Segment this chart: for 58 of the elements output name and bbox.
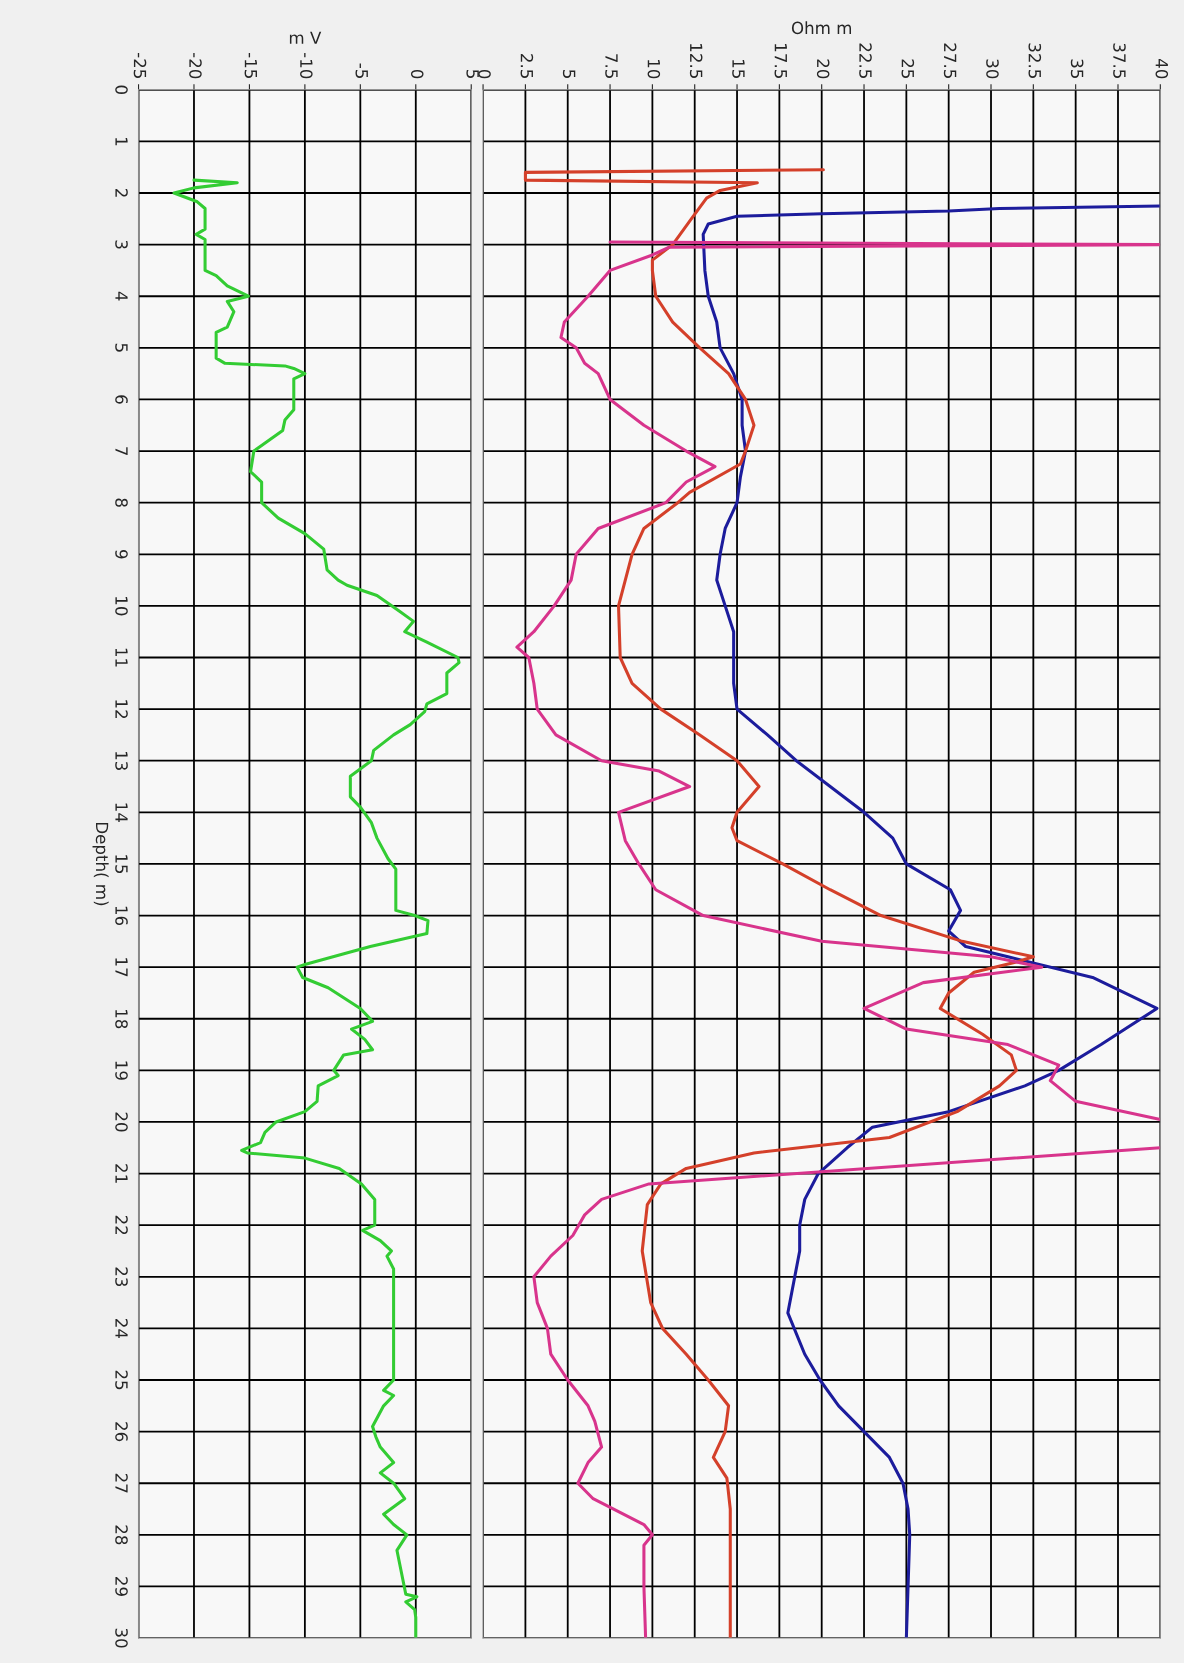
y-tick-label: 1 — [115, 137, 128, 146]
y-tick-label: 29 — [115, 1577, 128, 1596]
y-tick-label: 22 — [115, 1215, 128, 1235]
y-tick-label: 13 — [115, 751, 128, 770]
x-tick-label: -10 — [300, 52, 313, 79]
x-tick-label: 2.5 — [520, 54, 534, 78]
y-tick-label: 10 — [115, 597, 128, 616]
x-tick-label: -20 — [189, 52, 202, 79]
y-tick-label: 9 — [115, 550, 128, 559]
y-tick-label: 2 — [115, 188, 128, 197]
x-tick-label: 17.5 — [774, 44, 787, 78]
y-tick-label: 26 — [115, 1422, 128, 1442]
y-tick-label: 20 — [115, 1112, 128, 1132]
y-tick-label: 7 — [115, 447, 128, 455]
y-tick-label: 24 — [115, 1319, 128, 1339]
y-tick-label: 16 — [115, 906, 128, 926]
x-tick-label: -15 — [244, 52, 257, 78]
y-tick-label: 23 — [115, 1267, 128, 1287]
x-tick-label: 0 — [478, 69, 491, 79]
y-tick-label: 14 — [115, 803, 128, 822]
x-tick-label: 12.5 — [689, 44, 703, 78]
x-tick-label: 32.5 — [1028, 43, 1042, 78]
x-axis-title: Ohm m — [791, 21, 852, 35]
x-tick-label: -5 — [355, 63, 368, 78]
x-tick-label: 7.5 — [605, 54, 618, 78]
y-tick-label: 30 — [115, 1628, 128, 1648]
y-tick-label: 11 — [115, 648, 128, 667]
y-tick-label: 4 — [115, 291, 128, 301]
x-axis-title: m V — [289, 31, 322, 44]
y-tick-label: 0 — [115, 85, 128, 94]
x-tick-label: 35 — [1070, 59, 1084, 78]
y-tick-label: 18 — [115, 1009, 128, 1029]
x-tick-label: 27.5 — [943, 43, 957, 78]
x-tick-label: 10 — [647, 60, 661, 79]
x-tick-label: 40 — [1155, 58, 1169, 79]
y-tick-label: 12 — [115, 700, 128, 719]
y-tick-label: 15 — [115, 855, 128, 874]
x-tick-label: 0 — [410, 69, 424, 79]
y-tick-label: 28 — [115, 1525, 128, 1545]
y-tick-label: 6 — [115, 395, 128, 404]
x-tick-label: 30 — [986, 59, 999, 79]
x-tick-label: 22.5 — [859, 43, 872, 78]
x-tick-label: 5 — [562, 70, 576, 78]
x-tick-label: 25 — [901, 59, 915, 78]
y-tick-label: 19 — [115, 1061, 128, 1080]
y-tick-label: 21 — [115, 1164, 128, 1183]
y-axis-title: Depth( m) — [92, 822, 109, 906]
y-tick-label: 25 — [115, 1370, 128, 1390]
x-tick-label: -25 — [133, 52, 147, 78]
y-tick-label: 17 — [115, 958, 128, 977]
x-tick-label: 5 — [466, 70, 479, 78]
y-tick-label: 27 — [115, 1473, 128, 1493]
y-tick-label: 3 — [115, 240, 128, 249]
x-tick-label: 37.5 — [1113, 43, 1126, 78]
x-tick-label: 15 — [732, 60, 745, 78]
y-tick-label: 5 — [115, 343, 128, 352]
x-tick-label: 20 — [816, 59, 830, 79]
y-tick-label: 8 — [115, 498, 128, 507]
